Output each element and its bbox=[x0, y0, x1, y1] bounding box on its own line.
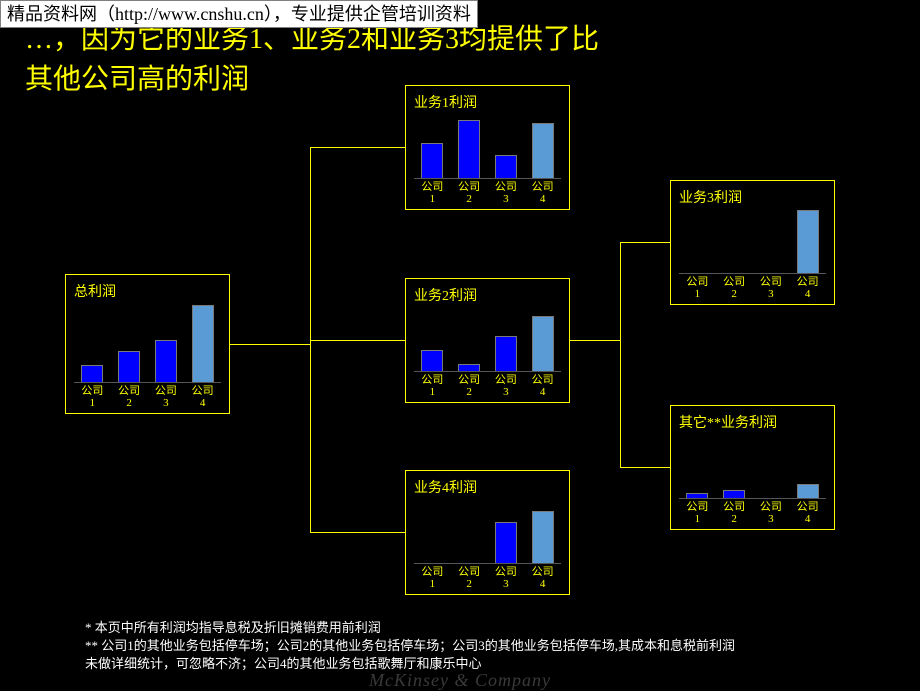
chart-title: 业务2利润 bbox=[414, 285, 477, 305]
x-label: 公司 4 bbox=[531, 181, 555, 205]
brand-footer: McKinsey & Company bbox=[0, 670, 920, 691]
chart-x-labels: 公司 1 公司 2 公司 3 公司 4 bbox=[414, 181, 561, 205]
chart-bars bbox=[74, 301, 221, 383]
footnote-line: * 本页中所有利润均指导息税及折旧摊销费用前利润 bbox=[85, 619, 865, 637]
chart-bars bbox=[414, 112, 561, 179]
chart-total: 总利润公司 1 公司 2 公司 3 公司 4 bbox=[65, 274, 230, 414]
watermark-text: 精品资料网（http://www.cnshu.cn），专业提供企管培训资料 bbox=[7, 4, 471, 24]
chart-biz2: 业务2利润公司 1 公司 2 公司 3 公司 4 bbox=[405, 278, 570, 403]
chart-x-labels: 公司 1 公司 2 公司 3 公司 4 bbox=[414, 374, 561, 398]
watermark-box: 精品资料网（http://www.cnshu.cn），专业提供企管培训资料 bbox=[0, 0, 478, 28]
x-label: 公司 2 bbox=[457, 181, 481, 205]
chart-bars bbox=[414, 497, 561, 564]
bar bbox=[532, 511, 554, 563]
x-label: 公司 1 bbox=[420, 566, 444, 590]
footnotes: * 本页中所有利润均指导息税及折旧摊销费用前利润 ** 公司1的其他业务包括停车… bbox=[85, 619, 865, 673]
x-label: 公司 2 bbox=[117, 385, 141, 409]
x-label: 公司 3 bbox=[759, 276, 783, 300]
bar bbox=[155, 340, 177, 382]
chart-other: 其它**业务利润公司 1 公司 2 公司 3 公司 4 bbox=[670, 405, 835, 530]
x-label: 公司 4 bbox=[531, 566, 555, 590]
bar bbox=[495, 336, 517, 371]
bar bbox=[458, 120, 480, 178]
x-label: 公司 2 bbox=[457, 374, 481, 398]
chart-x-labels: 公司 1 公司 2 公司 3 公司 4 bbox=[679, 276, 826, 300]
bar bbox=[797, 210, 819, 273]
chart-x-labels: 公司 1 公司 2 公司 3 公司 4 bbox=[414, 566, 561, 590]
bar bbox=[532, 123, 554, 178]
bar bbox=[723, 490, 745, 498]
bar bbox=[458, 364, 480, 371]
chart-x-labels: 公司 1 公司 2 公司 3 公司 4 bbox=[74, 385, 221, 409]
bar bbox=[118, 351, 140, 382]
chart-x-labels: 公司 1 公司 2 公司 3 公司 4 bbox=[679, 501, 826, 525]
x-label: 公司 3 bbox=[494, 566, 518, 590]
chart-biz4: 业务4利润公司 1 公司 2 公司 3 公司 4 bbox=[405, 470, 570, 595]
chart-bars bbox=[679, 207, 826, 274]
chart-title: 业务4利润 bbox=[414, 477, 477, 497]
bar bbox=[495, 155, 517, 178]
chart-biz1: 业务1利润公司 1公司 2公司 3公司 4 bbox=[405, 85, 570, 210]
x-label: 公司 3 bbox=[494, 181, 518, 205]
x-label: 公司 4 bbox=[531, 374, 555, 398]
x-label: 公司 1 bbox=[420, 181, 444, 205]
connector-line bbox=[310, 532, 405, 533]
chart-title: 其它**业务利润 bbox=[679, 412, 777, 432]
chart-bars bbox=[414, 305, 561, 372]
bar bbox=[686, 493, 708, 498]
bar bbox=[495, 522, 517, 563]
footnote-line: ** 公司1的其他业务包括停车场；公司2的其他业务包括停车场；公司3的其他业务包… bbox=[85, 637, 865, 655]
x-label: 公司 4 bbox=[796, 276, 820, 300]
bar bbox=[797, 484, 819, 498]
x-label: 公司 4 bbox=[796, 501, 820, 525]
x-label: 公司 4 bbox=[191, 385, 215, 409]
connector-line bbox=[310, 340, 405, 341]
connector-line bbox=[570, 340, 620, 341]
chart-biz3: 业务3利润公司 1 公司 2 公司 3 公司 4 bbox=[670, 180, 835, 305]
connector-line bbox=[620, 242, 621, 468]
x-label: 公司 1 bbox=[80, 385, 104, 409]
bar bbox=[81, 365, 103, 382]
x-label: 公司 2 bbox=[722, 276, 746, 300]
x-label: 公司 2 bbox=[722, 501, 746, 525]
connector-line bbox=[230, 344, 310, 345]
x-label: 公司 2 bbox=[457, 566, 481, 590]
chart-bars bbox=[679, 432, 826, 499]
x-label: 公司 1 bbox=[685, 501, 709, 525]
x-label: 公司 1 bbox=[420, 374, 444, 398]
brand-footer-text: McKinsey & Company bbox=[369, 670, 551, 690]
bar bbox=[421, 143, 443, 178]
chart-title: 总利润 bbox=[74, 281, 116, 301]
bar bbox=[532, 316, 554, 371]
x-label: 公司 3 bbox=[154, 385, 178, 409]
x-label: 公司 1 bbox=[685, 276, 709, 300]
x-label: 公司 3 bbox=[759, 501, 783, 525]
connector-line bbox=[310, 147, 405, 148]
bar bbox=[192, 305, 214, 382]
bar bbox=[421, 350, 443, 371]
headline-text: …，因为它的业务1、业务2和业务3均提供了比其他公司高的利润 bbox=[25, 24, 599, 95]
page-title: …，因为它的业务1、业务2和业务3均提供了比其他公司高的利润 bbox=[25, 20, 605, 100]
connector-line bbox=[620, 242, 670, 243]
x-label: 公司 3 bbox=[494, 374, 518, 398]
chart-title: 业务3利润 bbox=[679, 187, 742, 207]
connector-line bbox=[620, 467, 670, 468]
